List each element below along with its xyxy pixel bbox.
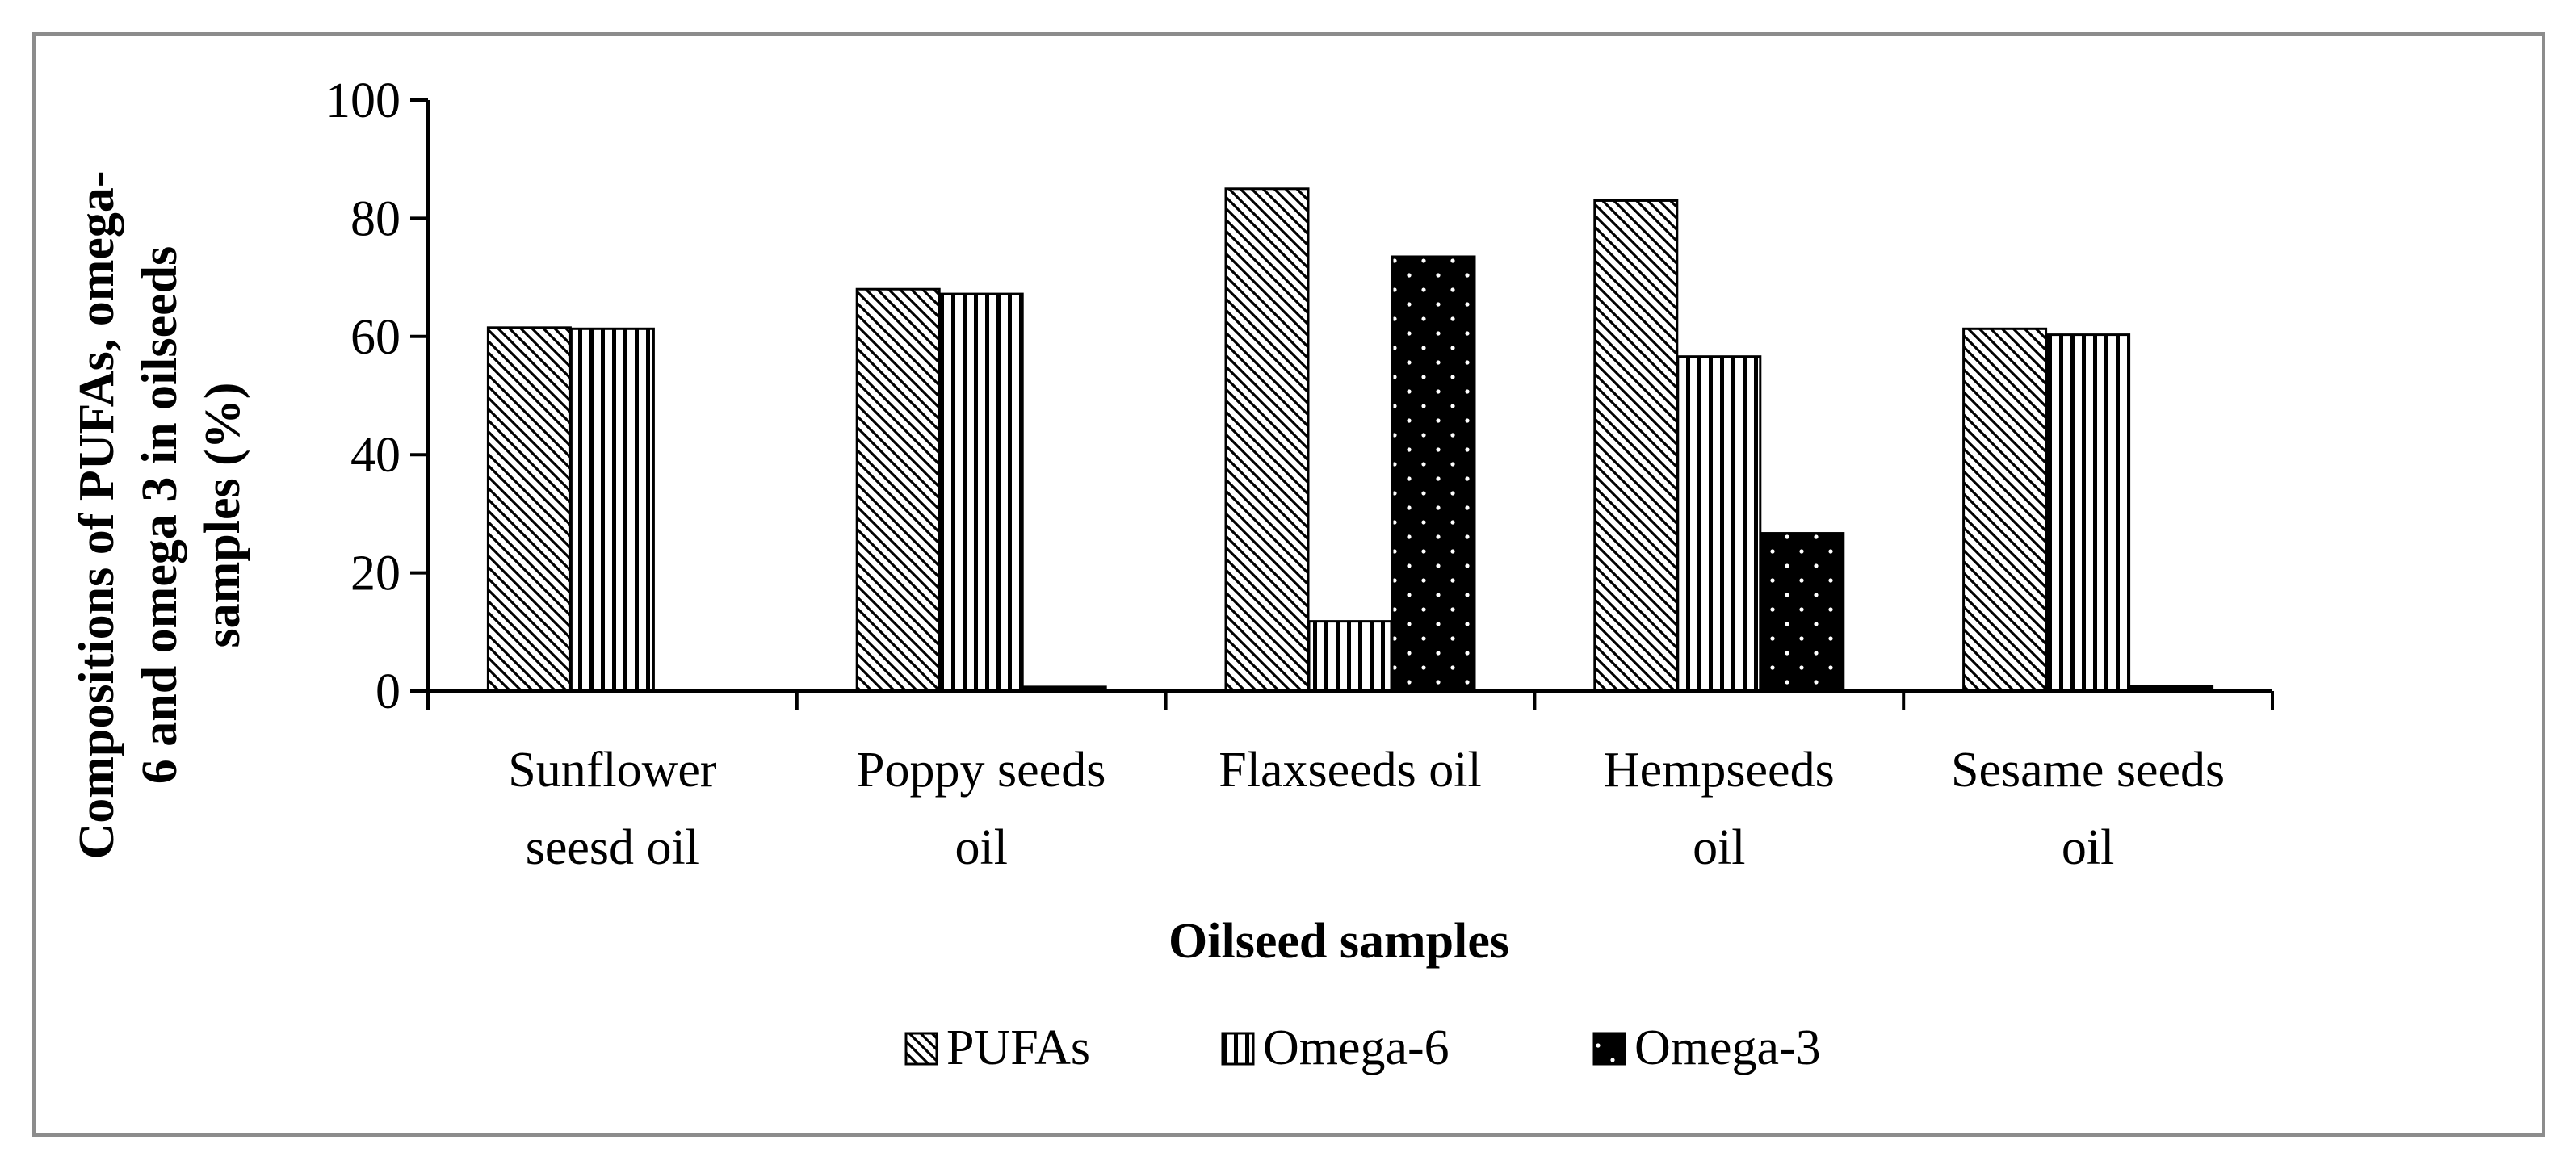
x-category-label: oil bbox=[954, 820, 1007, 875]
y-tick-label: 0 bbox=[375, 664, 401, 719]
x-category-label: Sesame seeds bbox=[1951, 743, 2225, 798]
bar-pufas-2 bbox=[855, 287, 941, 693]
x-category-label: Sunflower bbox=[508, 743, 717, 798]
bar-omega-6-3 bbox=[1307, 620, 1393, 693]
x-category-label: Poppy seeds bbox=[857, 743, 1105, 798]
legend-swatch-omega-6 bbox=[1221, 1032, 1255, 1066]
y-tick-label: 20 bbox=[350, 547, 401, 601]
chart-frame: 0 20 40 60 80 100 Sunflower seesd oil Poppy seed… bbox=[32, 32, 2545, 1137]
legend-label-pufas: PUFAs bbox=[946, 1020, 1090, 1075]
legend-label-omega-3: Omega-3 bbox=[1634, 1020, 1821, 1075]
bar-omega-3-4 bbox=[1760, 532, 1845, 693]
y-tick-label: 80 bbox=[350, 191, 401, 246]
x-axis-title: Oilseed samples bbox=[1168, 914, 1509, 969]
bar-omega-6-2 bbox=[938, 292, 1024, 693]
legend-swatch-pufas bbox=[904, 1032, 938, 1066]
bar-omega-3-3 bbox=[1391, 255, 1476, 693]
x-category-label: oil bbox=[1693, 820, 1745, 875]
x-category-label: Flaxseeds oil bbox=[1219, 743, 1481, 798]
x-category-label: oil bbox=[2062, 820, 2114, 875]
y-tick-label: 60 bbox=[350, 310, 401, 365]
y-tick-label: 100 bbox=[325, 73, 401, 128]
bar-pufas-1 bbox=[486, 326, 572, 693]
legend-label-omega-6: Omega-6 bbox=[1263, 1020, 1450, 1075]
bar-omega-6-5 bbox=[2045, 333, 2131, 693]
bar-pufas-3 bbox=[1224, 187, 1310, 693]
x-category-label: seesd oil bbox=[526, 820, 699, 875]
bar-omega-6-1 bbox=[569, 327, 655, 693]
y-axis-title-line: 6 and omega 3 in oilseeds bbox=[132, 246, 187, 785]
y-axis-title-line: samples (%) bbox=[195, 383, 250, 648]
bar-chart: 0 20 40 60 80 100 Sunflower seesd oil Poppy seed… bbox=[69, 73, 2274, 1075]
legend-swatch-omega-3 bbox=[1592, 1032, 1626, 1066]
y-tick-label: 40 bbox=[350, 428, 401, 483]
x-category-label: Hempseeds bbox=[1604, 743, 1835, 798]
bar-omega-6-4 bbox=[1676, 355, 1762, 693]
bar-pufas-4 bbox=[1593, 199, 1679, 693]
bar-pufas-5 bbox=[1962, 327, 2048, 693]
y-axis-title-line: Compositions of PUFAs, omega- bbox=[69, 170, 124, 859]
